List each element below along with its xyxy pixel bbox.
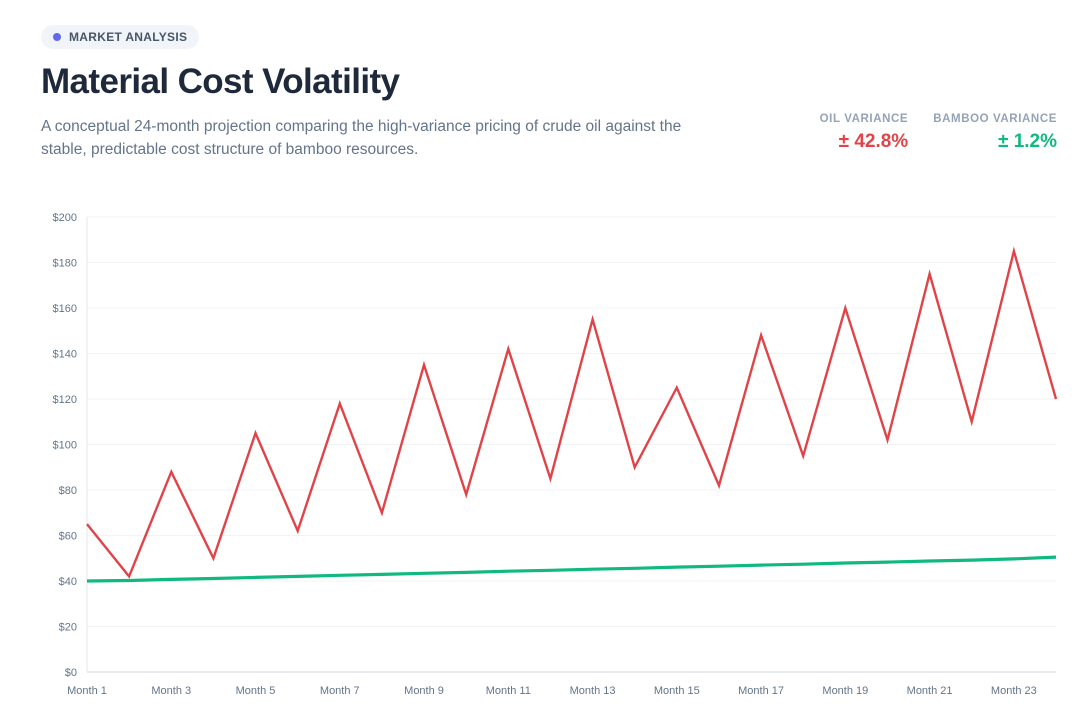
x-tick-label: Month 11 bbox=[486, 685, 531, 697]
chart-canvas: $0 $20 $40 $60 $80 $100 $120 $140 $160 $180 $200 Mo… bbox=[53, 212, 1058, 697]
y-tick-label: $40 bbox=[59, 576, 77, 588]
stat-label: BAMBOO VARIANCE bbox=[933, 113, 1057, 125]
y-tick-label: $0 bbox=[65, 667, 77, 679]
x-tick-label: Month 1 bbox=[67, 685, 107, 697]
x-tick-label: Month 21 bbox=[907, 685, 953, 697]
stat-label: OIL VARIANCE bbox=[819, 113, 909, 125]
x-tick-label: Month 3 bbox=[151, 685, 191, 697]
x-tick-label: Month 9 bbox=[404, 685, 444, 697]
line-chart: $0 $20 $40 $60 $80 $100 $120 $140 $160 $180 $200 Mo… bbox=[0, 200, 1087, 713]
stat-bamboo-variance: BAMBOO VARIANCE ± 1.2% bbox=[933, 113, 1057, 153]
y-tick-label: $160 bbox=[53, 303, 77, 315]
badge-dot-icon bbox=[53, 33, 61, 41]
stat-value: ± 1.2% bbox=[997, 131, 1057, 152]
stat-oil-variance: OIL VARIANCE ± 42.8% bbox=[820, 113, 909, 153]
x-tick-label: Month 19 bbox=[822, 685, 868, 697]
page-title: Material Cost Volatility bbox=[41, 62, 400, 101]
series-line-bamboo bbox=[86, 555, 1057, 583]
x-tick-label: Month 23 bbox=[991, 685, 1037, 697]
category-badge: MARKET ANALYSIS bbox=[41, 25, 200, 49]
x-tick-label: Month 17 bbox=[738, 685, 784, 697]
y-tick-label: $140 bbox=[53, 349, 77, 361]
variance-stats: OIL VARIANCE ± 42.8% BAMBOO VARIANCE ± 1… bbox=[820, 113, 1057, 153]
y-tick-label: $100 bbox=[53, 440, 77, 452]
y-tick-label: $20 bbox=[59, 622, 77, 634]
series-line-crude-oil bbox=[86, 246, 1058, 579]
x-tick-label: Month 7 bbox=[320, 685, 360, 697]
y-tick-label: $120 bbox=[53, 394, 77, 406]
y-tick-label: $180 bbox=[53, 258, 77, 270]
badge-label: MARKET ANALYSIS bbox=[69, 30, 188, 44]
y-tick-label: $80 bbox=[59, 485, 77, 497]
x-tick-label: Month 15 bbox=[654, 685, 700, 697]
x-tick-label: Month 13 bbox=[570, 685, 616, 697]
y-tick-label: $60 bbox=[59, 531, 77, 543]
page-subtitle: A conceptual 24-month projection compari… bbox=[41, 118, 682, 158]
stat-value: ± 42.8% bbox=[838, 131, 909, 152]
x-tick-label: Month 5 bbox=[236, 685, 276, 697]
y-tick-label: $200 bbox=[53, 212, 77, 224]
